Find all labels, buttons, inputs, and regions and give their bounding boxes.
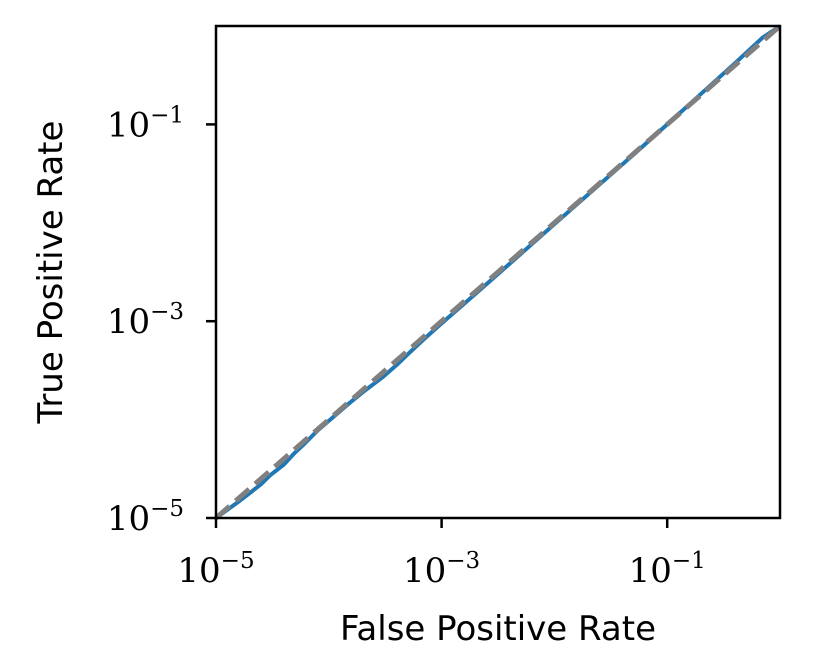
x-tick-label: 10−1 — [629, 548, 706, 591]
x-tick-label: 10−3 — [403, 548, 480, 591]
plot-lines — [214, 24, 782, 520]
x-tick-label: 10−5 — [177, 548, 254, 591]
y-tick-label: 10−5 — [107, 496, 184, 539]
x-axis: 10−5 10−3 10−1 — [177, 518, 706, 591]
y-tick-label: 10−1 — [107, 102, 184, 145]
x-axis-label: False Positive Rate — [340, 609, 656, 649]
y-axis: 10−5 10−3 10−1 — [107, 102, 216, 539]
y-axis-label: True Positive Rate — [31, 121, 71, 425]
reference-diagonal-line — [214, 24, 782, 520]
plot-frame — [214, 24, 782, 520]
y-tick-label: 10−3 — [107, 299, 184, 342]
